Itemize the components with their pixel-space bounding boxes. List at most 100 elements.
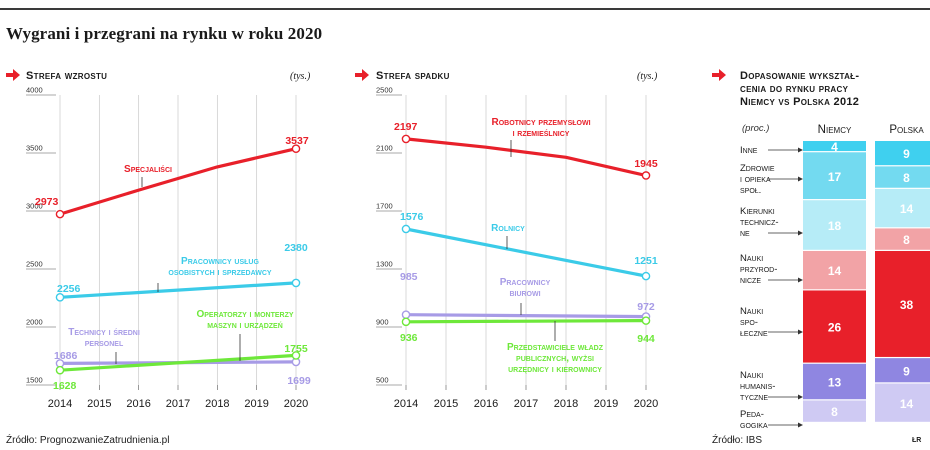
growth-y-tick-label: 2000 (26, 318, 43, 327)
edu-bar-segment (803, 290, 866, 363)
decline-x-tick-label: 2020 (634, 398, 658, 410)
growth-x-tick-label: 2020 (284, 398, 308, 410)
edu-segment-label: 17 (828, 170, 842, 184)
edu-category-label: technicz- (740, 217, 779, 228)
growth-series-line (59, 281, 297, 299)
edu-bar-segment (803, 141, 866, 152)
decline-series-point (401, 134, 411, 144)
growth-data-label: 1628 (53, 380, 77, 392)
edu-bar-segment (875, 188, 930, 228)
growth-series-point (55, 365, 65, 375)
growth-title: Strefa wzrostu (26, 70, 108, 82)
decline-title: Strefa spadku (376, 70, 450, 82)
edu-column-header: Polska (889, 124, 924, 136)
decline-series-line (405, 137, 647, 178)
edu-unit-label: (proc.) (742, 123, 769, 134)
edu-column-header: Niemcy (818, 124, 852, 136)
growth-line-chart: 1500 2000 2500 3000 3500 4000 2014 2015 2016 2017… (26, 86, 311, 410)
edu-category-label: Nauki (740, 370, 763, 381)
growth-y-tick-label: 3000 (26, 202, 43, 211)
edu-segment-label: 9 (903, 147, 910, 161)
growth-y-tick-label: 4000 (26, 86, 43, 95)
edu-segment-label: 8 (903, 171, 910, 185)
edu-bar-segment (803, 250, 866, 290)
decline-x-tick-label: 2014 (394, 398, 418, 410)
growth-series-name: maszyn i urządzeń (207, 320, 283, 331)
arrow-right-icon (712, 69, 726, 81)
education-title-line-2: cenia do rynku pracy (740, 83, 849, 95)
decline-series-name: biurowi (509, 288, 540, 299)
edu-arrow-head (798, 422, 803, 428)
growth-series-name: Specjaliści (124, 164, 172, 175)
edu-category-label: przyrod- (740, 264, 777, 275)
edu-bar-segment (875, 141, 930, 166)
education-title-line-3: Niemcy vs Polska 2012 (740, 96, 860, 108)
decline-data-label: 944 (637, 333, 655, 345)
growth-series-point (55, 209, 65, 219)
growth-series-line (59, 353, 297, 372)
edu-segment-label: 26 (828, 321, 842, 335)
edu-bar-segment (875, 250, 930, 357)
growth-series-point (291, 351, 301, 360)
decline-series-name: Przedstawiciele władz (507, 342, 604, 353)
growth-series-point (291, 278, 301, 288)
edu-bar-segment (803, 200, 866, 250)
decline-series-name: i rzemieślnicy (513, 128, 570, 139)
decline-data-label: 1945 (634, 158, 658, 170)
decline-series-point (401, 224, 411, 234)
edu-arrow-head (798, 329, 803, 335)
edu-arrow-head (798, 230, 803, 236)
decline-x-tick-label: 2015 (434, 398, 458, 410)
decline-data-label: 2197 (394, 121, 418, 133)
edu-category-label: Nauki (740, 253, 763, 264)
decline-series-line (405, 313, 647, 319)
edu-segment-label: 8 (903, 233, 910, 247)
edu-category-label: nicze (740, 275, 761, 286)
edu-category-label: Zdrowie (740, 163, 775, 174)
decline-series-point (641, 316, 651, 325)
decline-series-line (405, 227, 647, 278)
edu-bar-segment (803, 152, 866, 200)
decline-series-name: Robotnicy przemysłowi (491, 117, 590, 128)
growth-x-tick-label: 2017 (166, 398, 190, 410)
decline-y-tick-label: 2500 (376, 86, 393, 95)
growth-series-name: personel (85, 338, 124, 349)
growth-data-label: 3537 (285, 135, 309, 147)
author-credit: ŁR (912, 437, 922, 444)
growth-x-tick-label: 2014 (48, 398, 72, 410)
decline-y-tick-label: 1700 (376, 202, 393, 211)
education-title-line-1: Dopasowanie wykształ- (740, 70, 860, 82)
edu-category-label: tyczne (740, 392, 768, 403)
edu-category-label: Nauki (740, 306, 763, 317)
edu-segment-label: 8 (831, 405, 838, 419)
edu-category-label: humanis- (740, 381, 775, 392)
growth-x-tick-label: 2019 (244, 398, 268, 410)
decline-x-tick-label: 2019 (594, 398, 618, 410)
decline-y-tick-label: 900 (376, 318, 389, 327)
edu-segment-label: 18 (828, 219, 842, 233)
edu-category-label: Peda- (740, 409, 764, 420)
decline-data-label: 1576 (400, 211, 424, 223)
edu-arrow-head (798, 394, 803, 400)
decline-x-tick-label: 2016 (474, 398, 498, 410)
decline-data-label: 972 (637, 301, 655, 313)
growth-data-label: 2380 (284, 242, 308, 254)
edu-segment-label: 14 (900, 202, 914, 216)
growth-series-point (55, 293, 65, 302)
decline-series-name: publicznych, wyżsi (516, 353, 594, 364)
growth-series-line (59, 147, 297, 216)
growth-series-name: Technicy i średni (68, 327, 140, 338)
edu-segment-label: 14 (828, 264, 842, 278)
growth-series-name: Pracownicy usług (181, 256, 259, 267)
edu-arrow-head (798, 277, 803, 283)
decline-y-tick-label: 2100 (376, 144, 393, 153)
edu-segment-label: 4 (831, 140, 838, 154)
growth-x-tick-label: 2018 (205, 398, 229, 410)
edu-category-label: ne (740, 228, 750, 239)
edu-category-label: Kierunki (740, 206, 775, 217)
arrow-right-icon (355, 69, 369, 81)
decline-y-tick-label: 500 (376, 376, 389, 385)
decline-data-label: 985 (400, 271, 418, 283)
decline-y-tick-label: 1300 (376, 260, 393, 269)
